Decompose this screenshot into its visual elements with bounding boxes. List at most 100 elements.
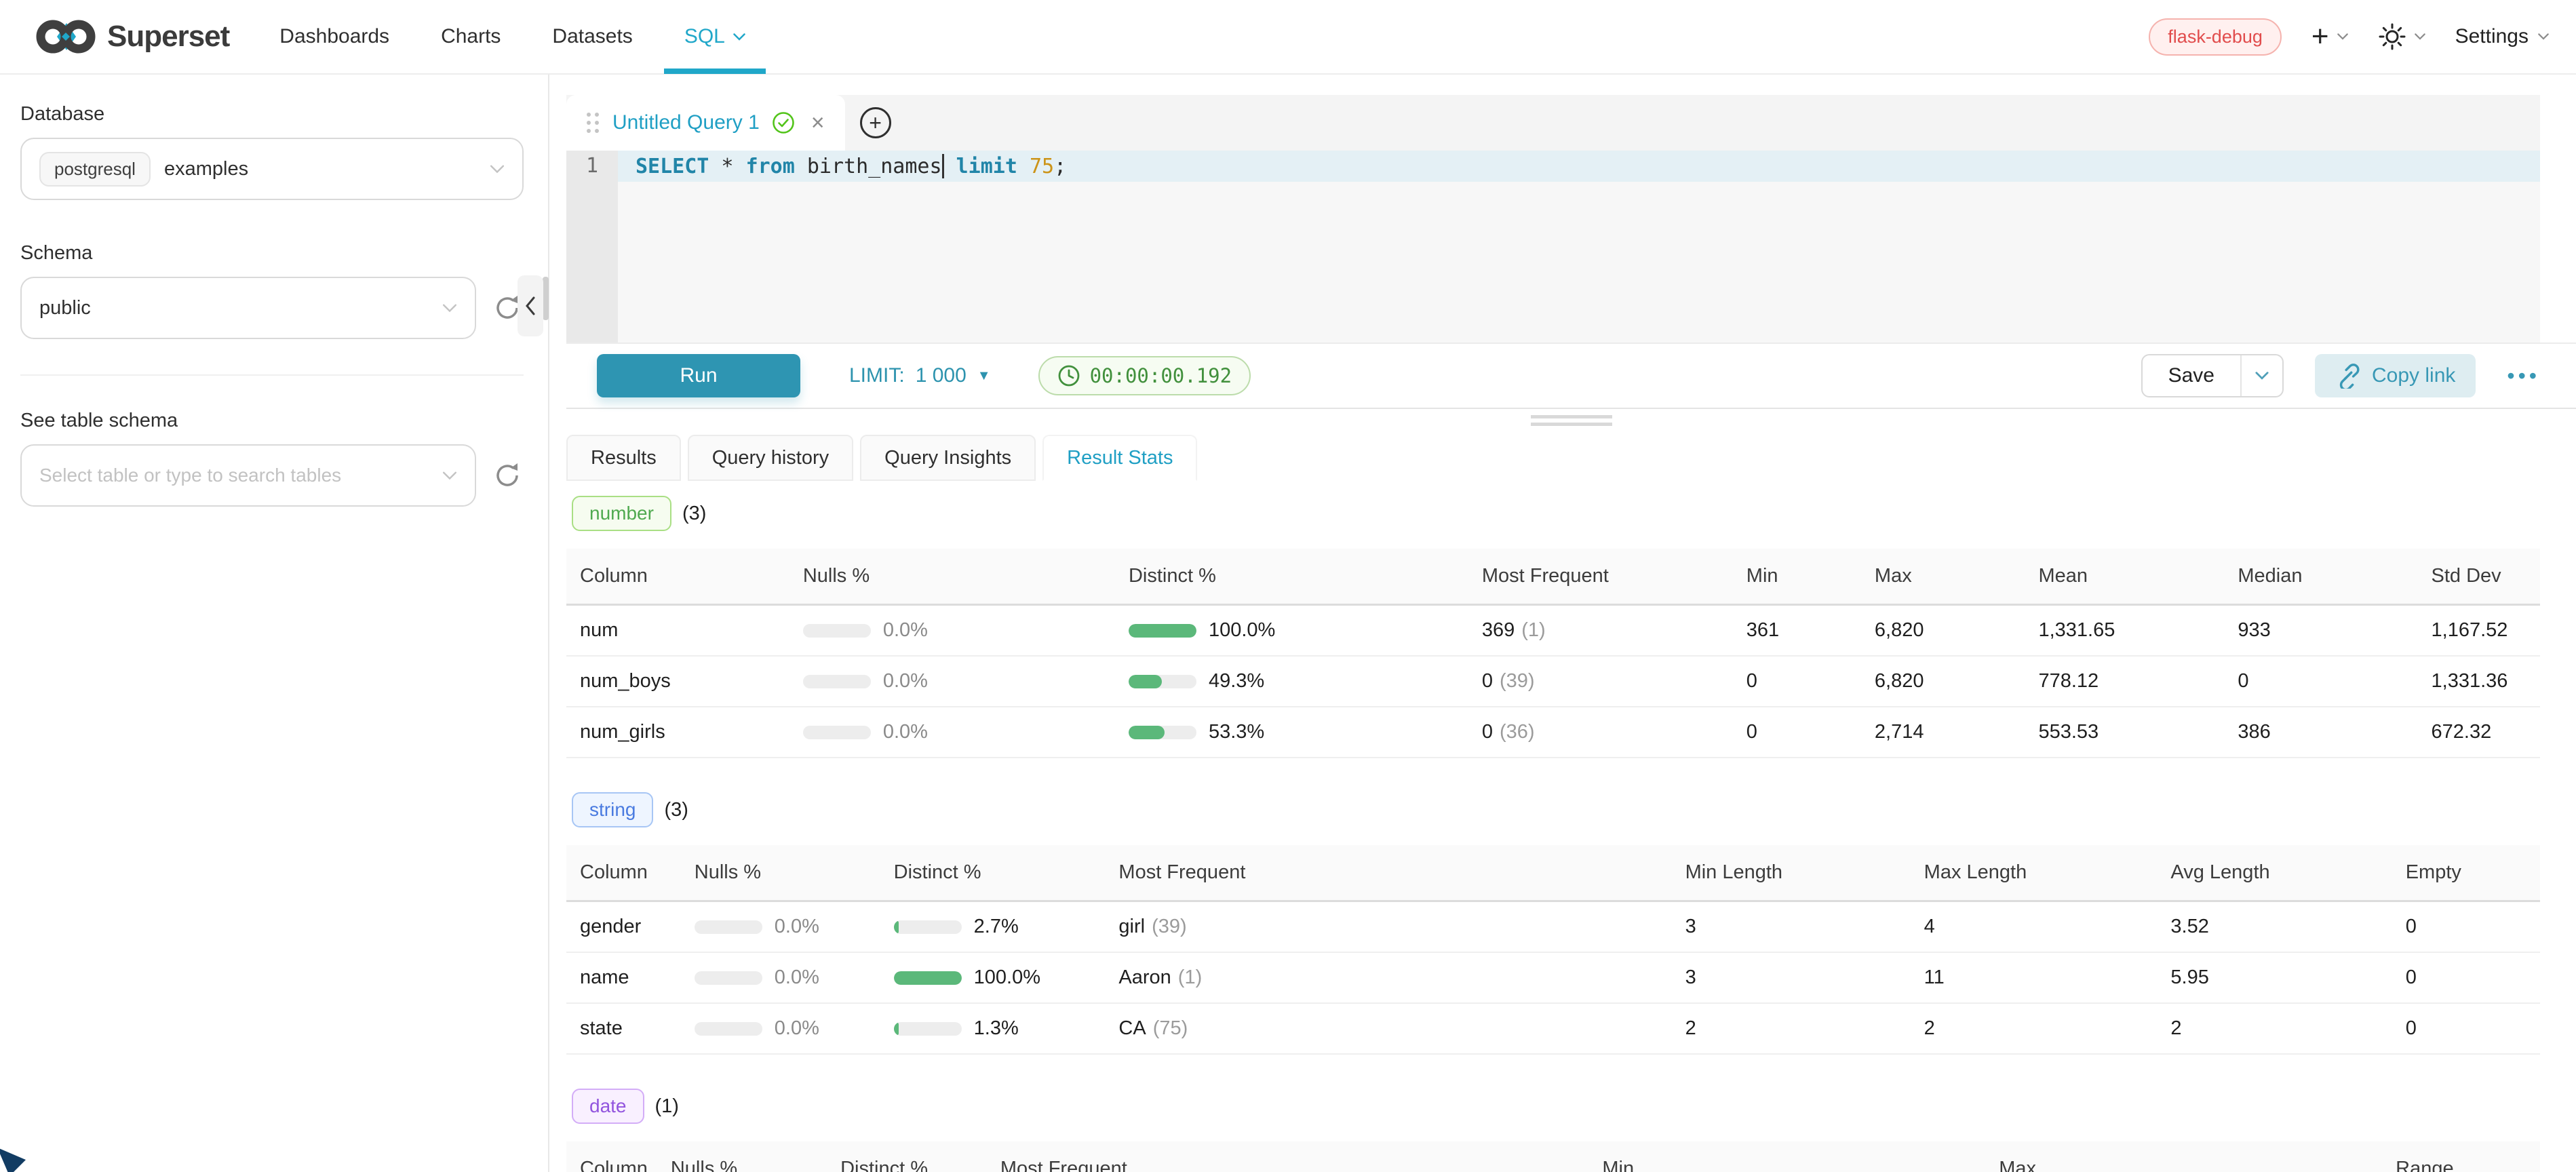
section-badge-row: string (3)	[572, 792, 2540, 827]
distinct-pct-label: 49.3%	[1208, 670, 1265, 692]
column-header: Distinct %	[1114, 549, 1468, 606]
nav-item-dashboards[interactable]: Dashboards	[279, 25, 390, 47]
cell-distinct-pct: 100.0%	[1114, 604, 1468, 657]
run-query-button[interactable]: Run	[597, 354, 800, 397]
code-token: birth_names	[794, 154, 942, 178]
cell-most-frequent: CA (75)	[1105, 1003, 1672, 1055]
cell-stat-value: 6,820	[1860, 656, 2025, 707]
cell-stat-value: 1,167.52	[2417, 604, 2540, 657]
copy-link-button[interactable]: Copy link	[2315, 354, 2476, 397]
cell-stat-value: 2	[2157, 1003, 2392, 1055]
stats-section-string: string (3) Column Nulls % Distinct % Most Fre…	[566, 792, 2540, 1055]
save-button[interactable]: Save	[2143, 355, 2240, 396]
drag-grip-icon[interactable]	[587, 113, 599, 133]
most-frequent-value: 0	[1481, 670, 1493, 692]
distinct-pct-label: 1.3%	[973, 1017, 1019, 1039]
nav-item-datasets[interactable]: Datasets	[552, 25, 633, 47]
cell-stat-value: 0	[1732, 707, 1861, 758]
results-tab-results[interactable]: Results	[566, 435, 681, 481]
cell-stat-value: 3	[1671, 952, 1911, 1004]
cell-distinct-pct: 2.7%	[880, 901, 1106, 953]
cell-stat-value: 4	[1910, 901, 2158, 953]
cell-distinct-pct: 100.0%	[880, 952, 1106, 1004]
code-area[interactable]: SELECT * from birth_names limit 75;	[618, 151, 2540, 343]
percent-bar	[694, 1021, 762, 1036]
nulls-bar: 0.0%	[694, 1017, 875, 1040]
new-item-menu[interactable]: +	[2311, 22, 2348, 52]
column-header: Empty	[2392, 845, 2540, 902]
chevron-down-icon	[2414, 33, 2425, 40]
settings-menu[interactable]: Settings	[2455, 25, 2549, 48]
nav-item-charts[interactable]: Charts	[441, 25, 501, 47]
distinct-bar: 53.3%	[1128, 721, 1463, 743]
caret-down-icon	[977, 368, 991, 384]
sql-lab-sidebar: Database postgresql examples Schema publ…	[0, 75, 549, 1172]
results-tab-query-insights[interactable]: Query Insights	[860, 435, 1036, 481]
theme-toggle[interactable]	[2378, 22, 2425, 51]
distinct-pct-label: 2.7%	[973, 916, 1019, 937]
superset-brand[interactable]: Superset	[35, 18, 230, 56]
stats-table-number: Column Nulls % Distinct % Most Frequent Min M…	[566, 549, 2540, 758]
column-header: Max	[1985, 1141, 2383, 1172]
collapse-sidebar-button[interactable]	[518, 275, 543, 336]
chevron-down-icon	[2255, 372, 2269, 380]
percent-bar	[893, 971, 962, 985]
new-query-tab-button[interactable]	[845, 95, 906, 151]
most-frequent-count: (75)	[1152, 1017, 1188, 1039]
sidebar-divider	[20, 374, 524, 376]
table-search-input[interactable]	[39, 465, 429, 486]
column-header: Nulls %	[680, 845, 880, 902]
code-token	[1017, 155, 1030, 178]
stats-table-date: Column Nulls % Distinct % Most Frequent Min M…	[566, 1141, 2540, 1172]
cell-column-name: num_girls	[566, 707, 789, 758]
sidebar-resize-handle[interactable]	[543, 277, 549, 320]
environment-badge: flask-debug	[2149, 18, 2282, 56]
code-line[interactable]: SELECT * from birth_names limit 75;	[618, 151, 2540, 182]
database-engine-tag: postgresql	[39, 151, 151, 187]
results-tab-query-history[interactable]: Query history	[687, 435, 854, 481]
results-tab-bar: Results Query history Query Insights Result…	[566, 432, 2540, 481]
table-row: gender 0.0% 2.7% girl (39) 3 4 3.52 0	[566, 901, 2540, 953]
most-frequent-value: Aaron	[1118, 966, 1171, 988]
close-tab-icon[interactable]	[811, 111, 825, 134]
cell-stat-value: 1,331.65	[2025, 604, 2225, 657]
refresh-tables-button[interactable]	[491, 459, 524, 492]
cell-column-name: gender	[566, 901, 681, 953]
query-tab[interactable]: Untitled Query 1	[566, 95, 845, 151]
most-frequent-value: 0	[1481, 721, 1493, 743]
most-frequent-count: (1)	[1521, 619, 1546, 641]
stats-section-number: number (3) Column Nulls % Distinct % Most Fre…	[566, 496, 2540, 758]
schema-label: Schema	[20, 242, 93, 264]
sql-lab-main: Untitled Query 1 1 SELECT * from birth_n…	[549, 75, 2576, 1172]
mouse-cursor	[0, 1148, 26, 1172]
header-row: Column Nulls % Distinct % Most Frequent Min …	[566, 845, 2540, 902]
resize-handle-icon[interactable]	[1530, 415, 1612, 426]
percent-bar-fill	[893, 971, 962, 985]
schema-select[interactable]: public	[20, 277, 476, 339]
type-badge-string: string	[572, 792, 654, 827]
database-select[interactable]: postgresql examples	[20, 138, 524, 200]
distinct-pct-label: 100.0%	[973, 966, 1041, 988]
cell-stat-value: 386	[2224, 707, 2418, 758]
cell-column-name: name	[566, 952, 681, 1004]
nav-item-sql[interactable]: SQL	[663, 0, 766, 74]
nulls-bar: 0.0%	[802, 619, 1110, 642]
table-select[interactable]	[20, 444, 476, 507]
pane-splitter	[566, 409, 2576, 432]
more-actions-button[interactable]	[2507, 364, 2540, 389]
chevron-down-icon	[442, 471, 457, 480]
save-split-button: Save	[2141, 354, 2284, 397]
superset-logo-icon	[36, 20, 96, 54]
limit-label: LIMIT:	[849, 364, 905, 387]
refresh-schemas-button[interactable]	[491, 292, 524, 324]
stats-section-date: date (1) Column Nulls % Distinct % Most Frequ…	[566, 1089, 2540, 1172]
percent-bar-fill	[1128, 623, 1196, 638]
table-row: num 0.0% 100.0% 369 (1) 361 6,820 1,331.65 933 1,…	[566, 604, 2540, 657]
query-timer: 00:00:00.192	[1038, 356, 1251, 395]
sql-editor[interactable]: 1 SELECT * from birth_names limit 75;	[566, 151, 2540, 343]
limit-dropdown[interactable]: LIMIT: 1 000	[849, 364, 991, 387]
save-options-button[interactable]	[2240, 355, 2282, 396]
nulls-pct-label: 0.0%	[882, 670, 928, 692]
type-badge-number: number	[572, 496, 671, 531]
results-tab-result-stats[interactable]: Result Stats	[1042, 435, 1198, 481]
